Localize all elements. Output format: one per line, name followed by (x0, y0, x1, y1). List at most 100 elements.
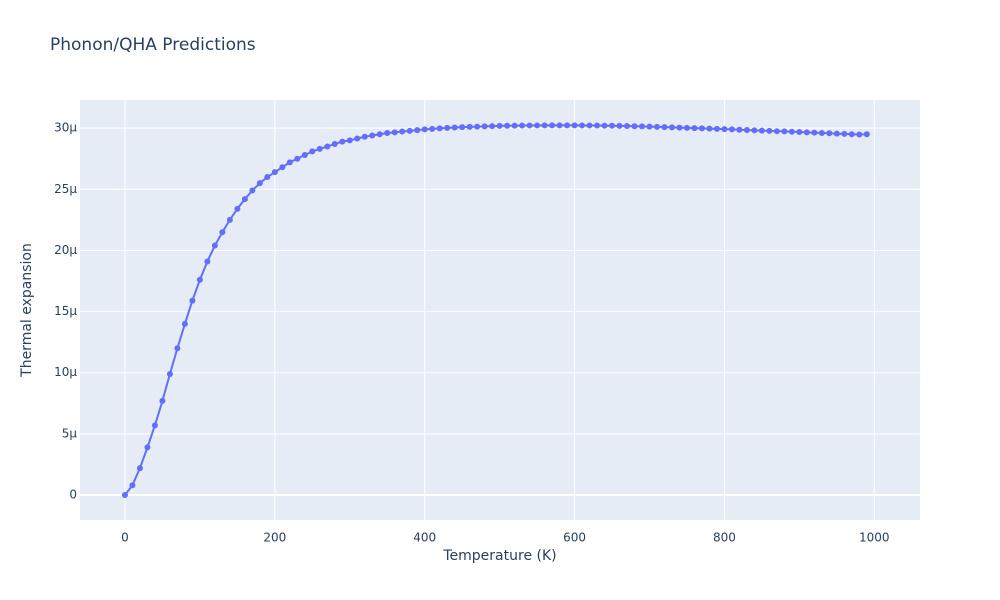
data-point (743, 126, 750, 133)
y-tick-label: 30μ (54, 121, 77, 135)
data-point (668, 124, 675, 131)
data-point (579, 122, 586, 129)
data-point (624, 123, 631, 130)
data-point (781, 128, 788, 135)
data-point (833, 130, 840, 137)
data-point (166, 370, 173, 377)
data-point (331, 141, 338, 148)
data-point (511, 122, 518, 129)
data-point (691, 125, 698, 132)
data-point (301, 152, 308, 159)
data-point (256, 180, 263, 187)
data-point (399, 128, 406, 135)
data-point (406, 127, 413, 134)
data-point (451, 124, 458, 131)
data-point (721, 126, 728, 133)
data-point (211, 242, 218, 249)
data-point (526, 122, 533, 129)
data-point (136, 465, 143, 472)
data-point (339, 138, 346, 145)
data-point (414, 127, 421, 134)
x-tick-label: 1000 (859, 531, 890, 545)
data-point (728, 126, 735, 133)
data-point (519, 122, 526, 129)
data-point (534, 122, 541, 129)
data-point (196, 276, 203, 283)
data-point (481, 123, 488, 130)
data-point (474, 123, 481, 130)
data-point (496, 122, 503, 129)
data-point (361, 133, 368, 140)
data-point (646, 123, 653, 130)
x-axis-label: Temperature (K) (442, 548, 556, 564)
data-point (369, 132, 376, 139)
x-tick-label: 200 (263, 531, 286, 545)
data-point (683, 124, 690, 131)
data-point (661, 124, 668, 131)
data-point (181, 320, 188, 327)
data-point (796, 129, 803, 136)
y-tick-label: 15μ (54, 304, 77, 318)
data-point (758, 127, 765, 134)
x-tick-label: 800 (713, 531, 736, 545)
data-point (489, 123, 496, 130)
data-point (151, 422, 158, 429)
y-tick-label: 25μ (54, 182, 77, 196)
data-point (863, 131, 870, 138)
data-point (713, 125, 720, 132)
data-point (324, 143, 331, 150)
data-point (811, 129, 818, 136)
data-point (129, 482, 136, 489)
y-axis-label: Thermal expansion (19, 243, 35, 378)
plot-area (80, 100, 920, 520)
data-point (848, 131, 855, 138)
data-point (856, 131, 863, 138)
data-point (706, 125, 713, 132)
data-point (421, 126, 428, 133)
data-point (391, 129, 398, 136)
data-point (556, 122, 563, 129)
data-point (594, 122, 601, 129)
x-tick-label: 400 (413, 531, 436, 545)
y-tick-label: 20μ (54, 243, 77, 257)
x-tick-label: 600 (563, 531, 586, 545)
data-point (294, 155, 301, 162)
data-point (264, 174, 271, 181)
data-point (159, 397, 166, 404)
data-point (241, 196, 248, 203)
data-point (226, 216, 233, 223)
data-point (818, 130, 825, 137)
y-tick-label: 0 (69, 488, 77, 502)
data-point (803, 129, 810, 136)
x-tick-label: 0 (121, 531, 129, 545)
data-point (459, 124, 466, 131)
data-point (698, 125, 705, 132)
data-point (271, 169, 278, 176)
data-point (219, 229, 226, 236)
data-point (354, 135, 361, 142)
data-point (841, 130, 848, 137)
data-point (436, 125, 443, 132)
series-line (124, 124, 867, 496)
data-point (601, 122, 608, 129)
data-point (586, 122, 593, 129)
data-point (541, 122, 548, 129)
chart-title: Phonon/QHA Predictions (50, 35, 256, 55)
data-point (316, 145, 323, 152)
data-point (286, 159, 293, 166)
data-point (234, 205, 241, 212)
data-point (174, 345, 181, 352)
data-point (144, 444, 151, 451)
data-point (826, 130, 833, 137)
data-point (609, 122, 616, 129)
data-point (189, 297, 196, 304)
data-point (204, 258, 211, 265)
y-tick-label: 10μ (54, 365, 77, 379)
y-tick-label: 5μ (62, 426, 78, 440)
data-point (504, 122, 511, 129)
data-point (346, 137, 353, 144)
data-point (376, 131, 383, 138)
data-point (571, 122, 578, 129)
